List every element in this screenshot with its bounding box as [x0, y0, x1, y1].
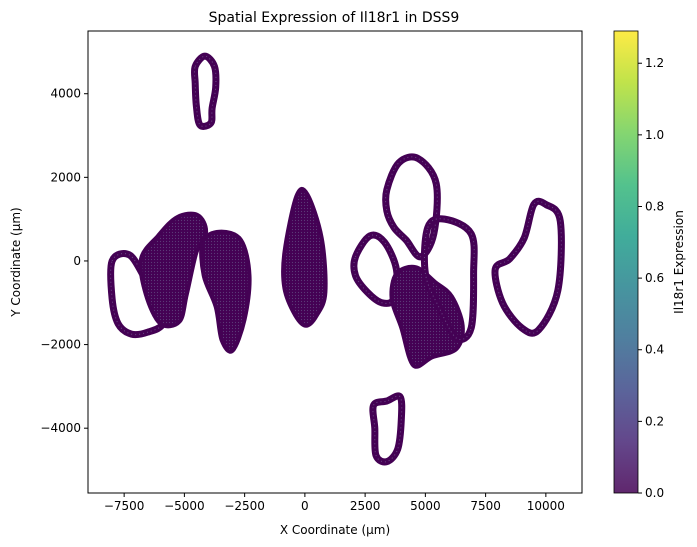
- y-tick-label: 2000: [50, 170, 81, 184]
- colorbar-tick-label: 0.6: [645, 271, 664, 285]
- y-axis-ticks: −4000 −2000 0 2000 4000: [40, 87, 88, 435]
- colorbar-ticks: 0.0 0.2 0.4 0.6 0.8 1.0 1.2: [638, 56, 664, 500]
- tissue-section-texture: [494, 200, 562, 334]
- tissue-section-texture: [385, 156, 438, 258]
- tissue-section-texture: [423, 218, 475, 340]
- tissue-section-bottom: [369, 392, 406, 466]
- tissue-section-texture: [193, 55, 217, 127]
- chart-title: Spatial Expression of Il18r1 in DSS9: [209, 10, 460, 26]
- x-tick-label: 7500: [470, 499, 501, 513]
- tissue-section-right-top: [382, 153, 441, 261]
- colorbar-tick-label: 1.2: [645, 56, 664, 70]
- axes-frame: [87, 30, 583, 494]
- x-tick-label: −5000: [164, 499, 205, 513]
- colorbar-tick-label: 0.2: [645, 414, 664, 428]
- tissue-section-left-inner: [199, 229, 252, 354]
- x-tick-label: 2500: [350, 499, 381, 513]
- y-tick-label: −4000: [40, 421, 81, 435]
- colorbar-tick-label: 0.4: [645, 343, 664, 357]
- x-tick-label: 0: [301, 499, 309, 513]
- x-axis-ticks: −7500 −5000 −2500 0 2500 5000 7500 10000: [104, 493, 565, 513]
- y-tick-label: 4000: [50, 87, 81, 101]
- colorbar: [613, 30, 639, 494]
- tissue-section-far-right: [491, 197, 565, 337]
- x-tick-label: −2500: [224, 499, 265, 513]
- x-tick-label: −7500: [104, 499, 145, 513]
- x-axis-label: X Coordinate (µm): [280, 523, 390, 537]
- y-tick-label: −2000: [40, 338, 81, 352]
- plot-area: [107, 52, 565, 466]
- y-axis-label: Y Coordinate (µm): [9, 207, 23, 317]
- tissue-section-left-outer: [107, 250, 167, 339]
- x-tick-label: 10000: [527, 499, 565, 513]
- colorbar-tick-label: 0.0: [645, 486, 664, 500]
- colorbar-tick-label: 1.0: [645, 128, 664, 142]
- y-tick-label: 0: [73, 254, 81, 268]
- x-tick-label: 5000: [410, 499, 441, 513]
- colorbar-tick-label: 0.8: [645, 199, 664, 213]
- colorbar-label: Il18r1 Expression: [672, 210, 686, 314]
- tissue-section-center: [280, 186, 328, 328]
- tissue-section-left-cluster: [138, 211, 209, 329]
